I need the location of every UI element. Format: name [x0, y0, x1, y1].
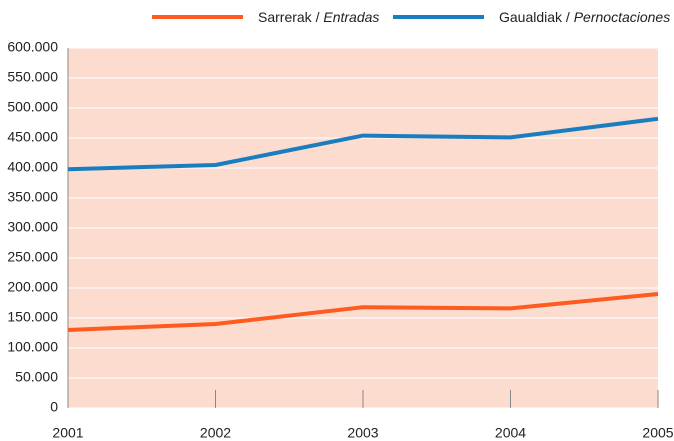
series-line: [67, 292, 659, 332]
y-tick-label: 200.000: [7, 279, 58, 295]
series-line: [67, 116, 659, 172]
x-tick-label: 2004: [495, 425, 526, 441]
x-tick-label: 2003: [347, 425, 378, 441]
y-tick-label: 600.000: [7, 39, 58, 55]
legend-label: Sarrerak / Entradas: [258, 9, 379, 25]
y-tick-label: 300.000: [7, 219, 58, 235]
y-tick-label: 450.000: [7, 129, 58, 145]
y-tick-label: 250.000: [7, 249, 58, 265]
x-tick-label: 2002: [200, 425, 231, 441]
y-tick-label: 100.000: [7, 339, 58, 355]
x-tick-label: 2001: [52, 425, 83, 441]
y-tick-label: 0: [50, 399, 58, 415]
y-tick-label: 550.000: [7, 69, 58, 85]
y-tick-label: 400.000: [7, 159, 58, 175]
y-tick-label: 150.000: [7, 309, 58, 325]
y-tick-label: 50.000: [15, 369, 58, 385]
y-tick-label: 350.000: [7, 189, 58, 205]
legend-label: Gaualdiak / Pernoctaciones: [499, 9, 670, 25]
x-tick-label: 2005: [642, 425, 673, 441]
y-tick-label: 500.000: [7, 99, 58, 115]
